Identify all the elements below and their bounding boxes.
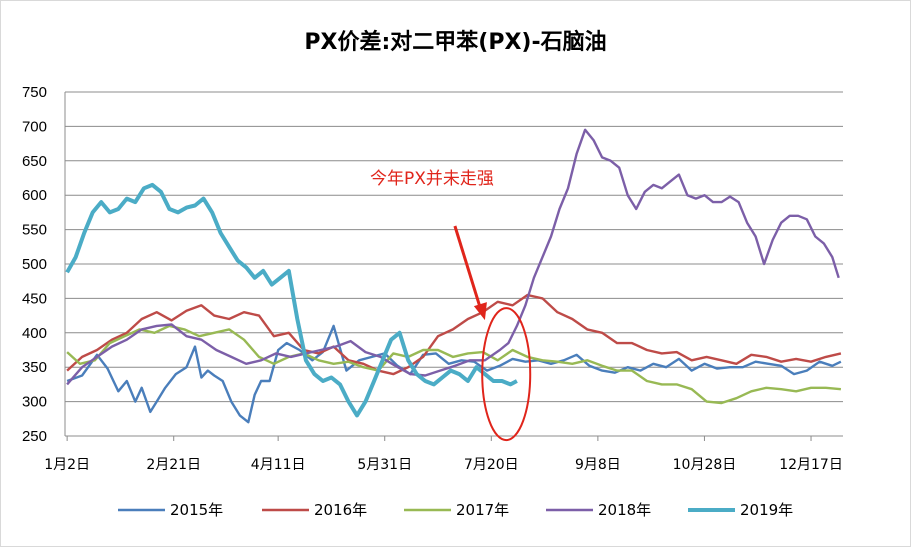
y-tick-label: 450 (22, 290, 47, 307)
y-tick-label: 700 (22, 118, 47, 135)
y-tick-label: 600 (22, 187, 47, 204)
legend-label: 2018年 (598, 501, 651, 519)
series-line (66, 324, 842, 405)
series-line (66, 128, 840, 386)
legend-label: 2016年 (314, 501, 367, 519)
legend-label: 2017年 (456, 501, 509, 519)
chart-title: PX价差:对二甲苯(PX)-石脑油 (304, 30, 607, 55)
annotation-circle (481, 307, 532, 442)
y-tick-label: 350 (22, 359, 47, 376)
x-tick-label: 7月20日 (464, 457, 519, 473)
x-tick-label: 9月8日 (575, 457, 621, 473)
x-tick-label: 1月2日 (44, 457, 90, 473)
x-tick-label: 5月31日 (357, 457, 412, 473)
y-tick-label: 550 (22, 222, 47, 239)
series-line (66, 293, 842, 376)
x-tick-label: 10月28日 (673, 457, 737, 473)
legend-label: 2015年 (170, 501, 223, 519)
y-tick-label: 250 (22, 428, 47, 445)
series-line (65, 182, 518, 418)
y-tick-label: 650 (22, 153, 47, 170)
legend-label: 2019年 (740, 501, 793, 519)
annotation-text: 今年PX并未走强 (370, 169, 494, 189)
x-tick-label: 2月21日 (146, 457, 201, 473)
x-tick-label: 4月11日 (251, 457, 306, 473)
y-tick-label: 750 (22, 84, 47, 101)
annotation-arrow (453, 225, 483, 311)
annotation-arrowhead (473, 302, 487, 321)
y-tick-label: 500 (22, 256, 47, 273)
y-tick-label: 300 (22, 394, 47, 411)
y-tick-label: 400 (22, 325, 47, 342)
x-tick-label: 12月17日 (779, 457, 843, 473)
